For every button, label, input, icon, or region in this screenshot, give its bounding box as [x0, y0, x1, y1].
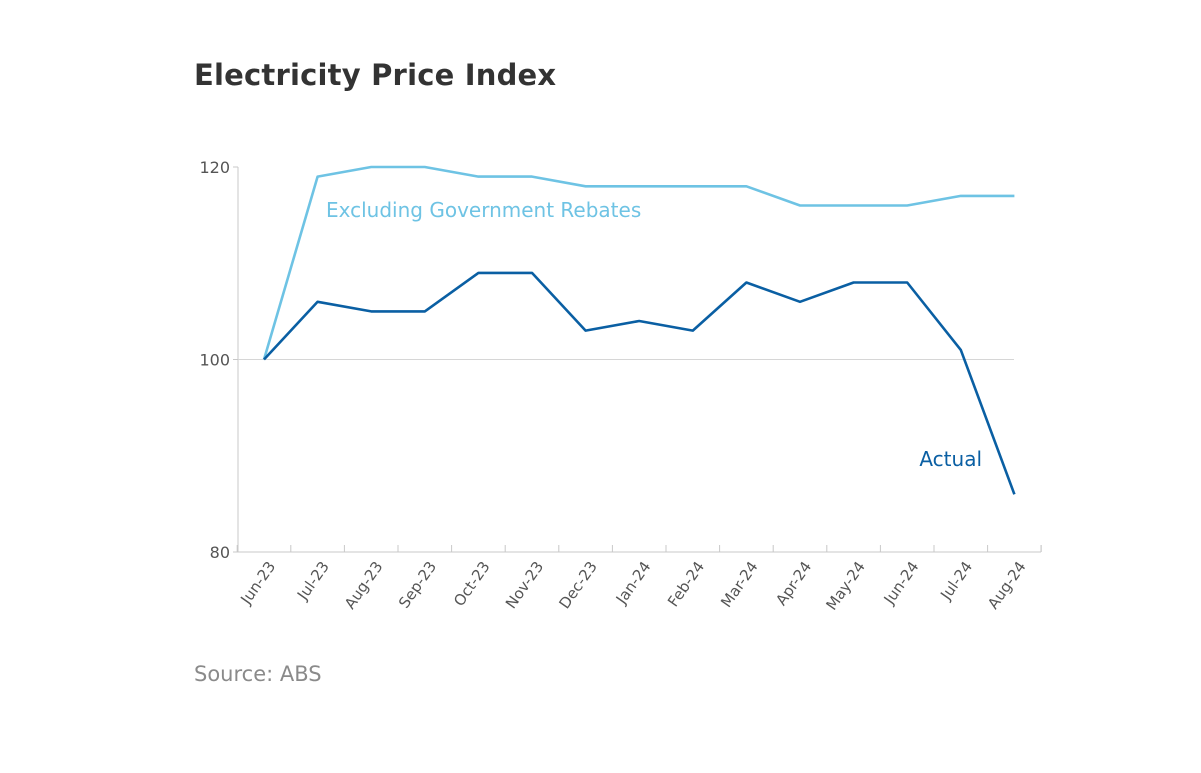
x-tick-label: Nov-23	[502, 558, 547, 612]
x-axis: Jun-23 Jul-23 Aug-23 Sep-23 Oct-23 Nov-23 Dec-…	[236, 545, 1042, 614]
x-tick-label: Jul-24	[936, 558, 976, 604]
series-lines	[262, 165, 1016, 495]
x-tick-label: Jan-24	[612, 558, 655, 608]
x-tick-label: May-24	[822, 558, 868, 614]
series-line-excluding-rebates	[262, 165, 1015, 360]
series-label-excluding-rebates: Excluding Government Rebates	[326, 198, 641, 222]
x-tick-label: Aug-24	[984, 558, 1030, 612]
x-tick-label: Feb-24	[664, 558, 708, 610]
x-tick-label: Apr-24	[772, 558, 815, 609]
y-axis: 80 100 120	[199, 158, 239, 562]
chart-title: Electricity Price Index	[194, 58, 557, 92]
series-line-actual	[263, 271, 1016, 495]
y-tick-label: 80	[210, 543, 230, 562]
series-label-actual: Actual	[919, 447, 982, 471]
x-tick-label: Dec-23	[555, 558, 600, 612]
x-tick-label: Aug-23	[341, 558, 387, 612]
x-tick-label: Mar-24	[717, 558, 761, 611]
x-tick-label: Jul-23	[293, 558, 333, 604]
x-tick-label: Jun-24	[880, 558, 923, 608]
y-tick-label: 100	[199, 351, 230, 370]
y-tick-label: 120	[199, 158, 230, 177]
x-tick-label: Oct-23	[450, 558, 494, 610]
x-tick-label: Jun-23	[236, 558, 279, 608]
x-tick-label: Sep-23	[395, 558, 440, 612]
source-note: Source: ABS	[194, 662, 322, 686]
series-labels: Excluding Government Rebates Actual	[326, 198, 982, 471]
